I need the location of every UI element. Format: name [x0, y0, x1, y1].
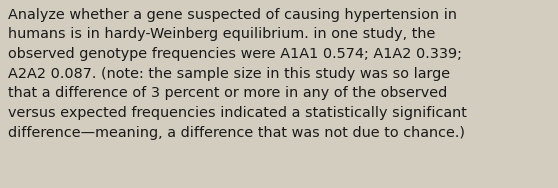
Text: Analyze whether a gene suspected of causing hypertension in
humans is in hardy-W: Analyze whether a gene suspected of caus…: [8, 8, 467, 140]
